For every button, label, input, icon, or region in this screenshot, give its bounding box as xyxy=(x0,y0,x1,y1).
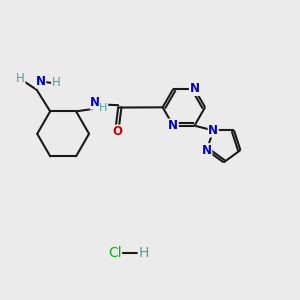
Text: N: N xyxy=(208,124,218,137)
Text: O: O xyxy=(112,125,122,138)
Text: N: N xyxy=(202,144,212,157)
Text: H: H xyxy=(52,76,60,89)
Text: N: N xyxy=(36,75,46,88)
Text: H: H xyxy=(138,246,149,260)
Text: N: N xyxy=(190,82,200,95)
Text: N: N xyxy=(90,96,100,109)
Text: Cl: Cl xyxy=(108,246,122,260)
Text: H: H xyxy=(99,103,108,113)
Text: N: N xyxy=(168,119,178,132)
Text: H: H xyxy=(16,73,25,85)
